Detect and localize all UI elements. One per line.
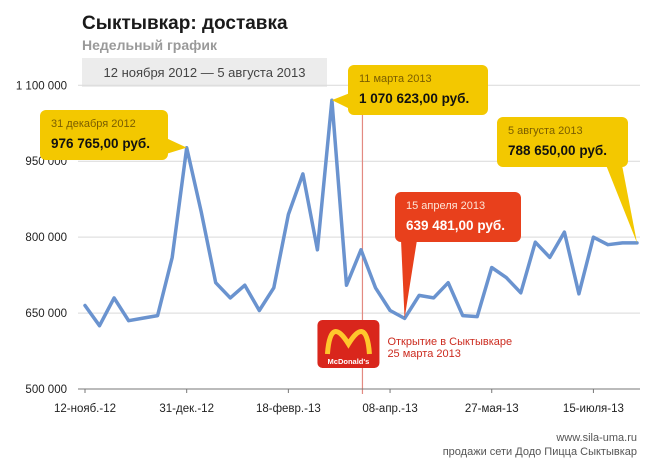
callout-value: 788 650,00 руб.	[508, 143, 607, 158]
callouts: 31 декабря 2012 976 765,00 руб. 11 марта 2…	[40, 65, 637, 319]
x-tick-label: 31-дек.-12	[159, 403, 214, 415]
callout-value: 1 070 623,00 руб.	[359, 91, 469, 106]
x-tick-label: 27-мая-13	[465, 403, 519, 415]
x-tick-label: 12-нояб.-12	[54, 403, 116, 415]
series-line	[83, 98, 639, 328]
callout-pointer	[166, 138, 187, 154]
series-layer	[83, 98, 639, 328]
callout-date: 11 марта 2013	[359, 73, 432, 85]
x-tick-label: 15-июля-13	[563, 403, 624, 415]
x-tick-label: 18-февр.-13	[256, 403, 321, 415]
date-range-box	[82, 58, 327, 87]
callout-dec: 31 декабря 2012 976 765,00 руб.	[40, 110, 187, 160]
y-tick-label: 1 100 000	[16, 80, 67, 92]
callout-value: 976 765,00 руб.	[51, 136, 150, 151]
date-range-label: 12 ноября 2012 — 5 августа 2013	[104, 65, 306, 80]
callout-pointer	[606, 165, 637, 243]
callout-mar: 11 марта 2013 1 070 623,00 руб.	[331, 65, 488, 115]
y-tick-label: 650 000	[25, 308, 67, 320]
chart-title: Сыктывкар: доставка	[82, 13, 288, 34]
callout-box	[40, 110, 168, 160]
callout-date: 5 августа 2013	[508, 125, 583, 137]
chart-subtitle: Недельный график	[82, 37, 218, 53]
callout-box	[348, 65, 488, 115]
callout-pointer	[331, 93, 350, 109]
footer-source: продажи сети Додо Пицца Сыктывкар	[443, 446, 637, 458]
y-tick-label: 500 000	[25, 384, 67, 396]
callout-box	[395, 192, 521, 242]
golden-arches-icon	[324, 329, 372, 355]
logo-text: McDonald's	[328, 357, 370, 366]
x-tick-label: 08-апр.-13	[362, 403, 417, 415]
callout-pointer	[401, 240, 417, 319]
callout-aug: 5 августа 2013 788 650,00 руб.	[497, 117, 637, 243]
callout-value: 639 481,00 руб.	[406, 218, 505, 233]
callout-date: 31 декабря 2012	[51, 118, 136, 130]
callout-apr: 15 апреля 2013 639 481,00 руб.	[395, 192, 521, 319]
callout-date: 15 апреля 2013	[406, 200, 485, 212]
footer-site: www.sila-uma.ru	[555, 432, 637, 444]
y-tick-label: 800 000	[25, 232, 67, 244]
event-date: 25 марта 2013	[387, 348, 460, 360]
callout-box	[497, 117, 628, 167]
event-label: Открытие в Сыктывкаре	[387, 336, 512, 348]
